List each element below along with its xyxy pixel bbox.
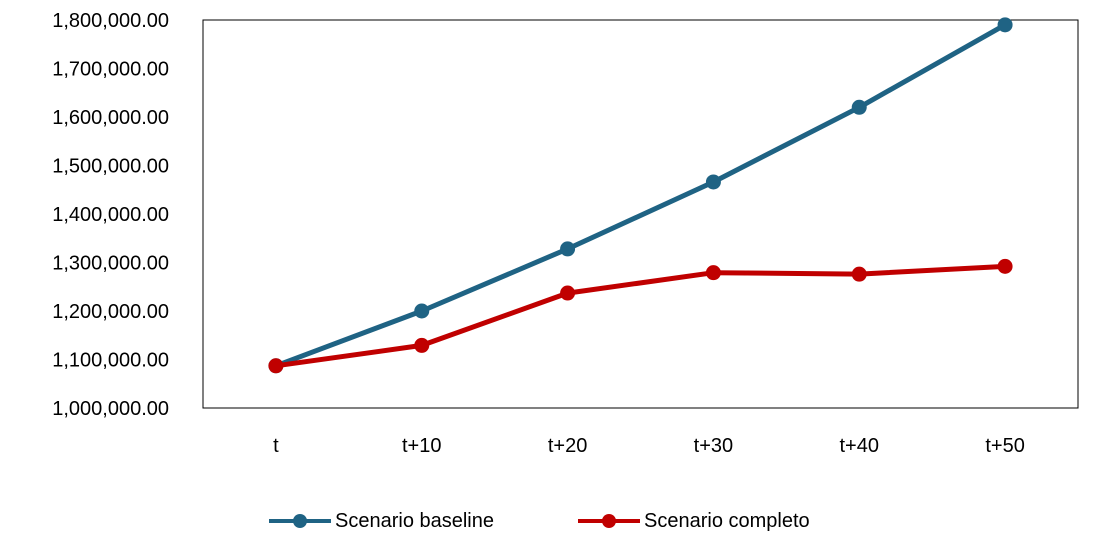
y-tick-label: 1,300,000.00 [52,253,169,275]
data-point [268,358,284,374]
y-tick-label: 1,600,000.00 [52,107,169,129]
plot-area-frame [202,19,1079,409]
data-point [560,285,576,301]
data-point [414,303,430,319]
x-axis: t t+10 t+20 t+30 t+40 t+50 [273,435,1025,457]
legend-item-scenario-completo: Scenario completo [578,506,810,536]
data-point [560,241,576,257]
y-tick-label: 1,700,000.00 [52,59,169,81]
line-chart: 1,000,000.00 1,100,000.00 1,200,000.00 1,30… [52,10,1079,457]
series-line [275,22,1007,369]
series-baseline [268,17,1013,374]
legend-marker-completo [602,514,616,528]
legend-swatch-baseline [269,511,331,531]
legend-marker-baseline [293,514,307,528]
y-tick-label: 1,500,000.00 [52,156,169,178]
legend: Scenario baseline Scenario completo [0,506,1097,536]
data-point [997,17,1013,33]
x-tick-label: t+30 [694,435,733,457]
data-point [705,265,721,281]
y-tick-label: 1,200,000.00 [52,301,169,323]
y-tick-label: 1,800,000.00 [52,10,169,32]
data-point [705,174,721,190]
x-tick-label: t+10 [402,435,441,457]
legend-item-scenario-baseline: Scenario baseline [269,506,494,536]
data-point [851,266,867,282]
data-point [851,99,867,115]
series-line [275,263,1006,369]
x-tick-label: t+40 [840,435,879,457]
x-tick-label: t [273,435,279,457]
legend-swatch-completo [578,511,640,531]
series-completo [268,258,1013,374]
y-tick-label: 1,100,000.00 [52,350,169,372]
y-axis: 1,000,000.00 1,100,000.00 1,200,000.00 1,30… [52,10,169,420]
series-layer [268,17,1013,374]
x-tick-label: t+20 [548,435,587,457]
legend-label-completo: Scenario completo [644,509,810,532]
data-point [997,258,1013,274]
y-tick-label: 1,400,000.00 [52,204,169,226]
legend-label-baseline: Scenario baseline [335,509,494,532]
y-tick-label: 1,000,000.00 [52,398,169,420]
data-point [414,337,430,353]
x-tick-label: t+50 [985,435,1024,457]
